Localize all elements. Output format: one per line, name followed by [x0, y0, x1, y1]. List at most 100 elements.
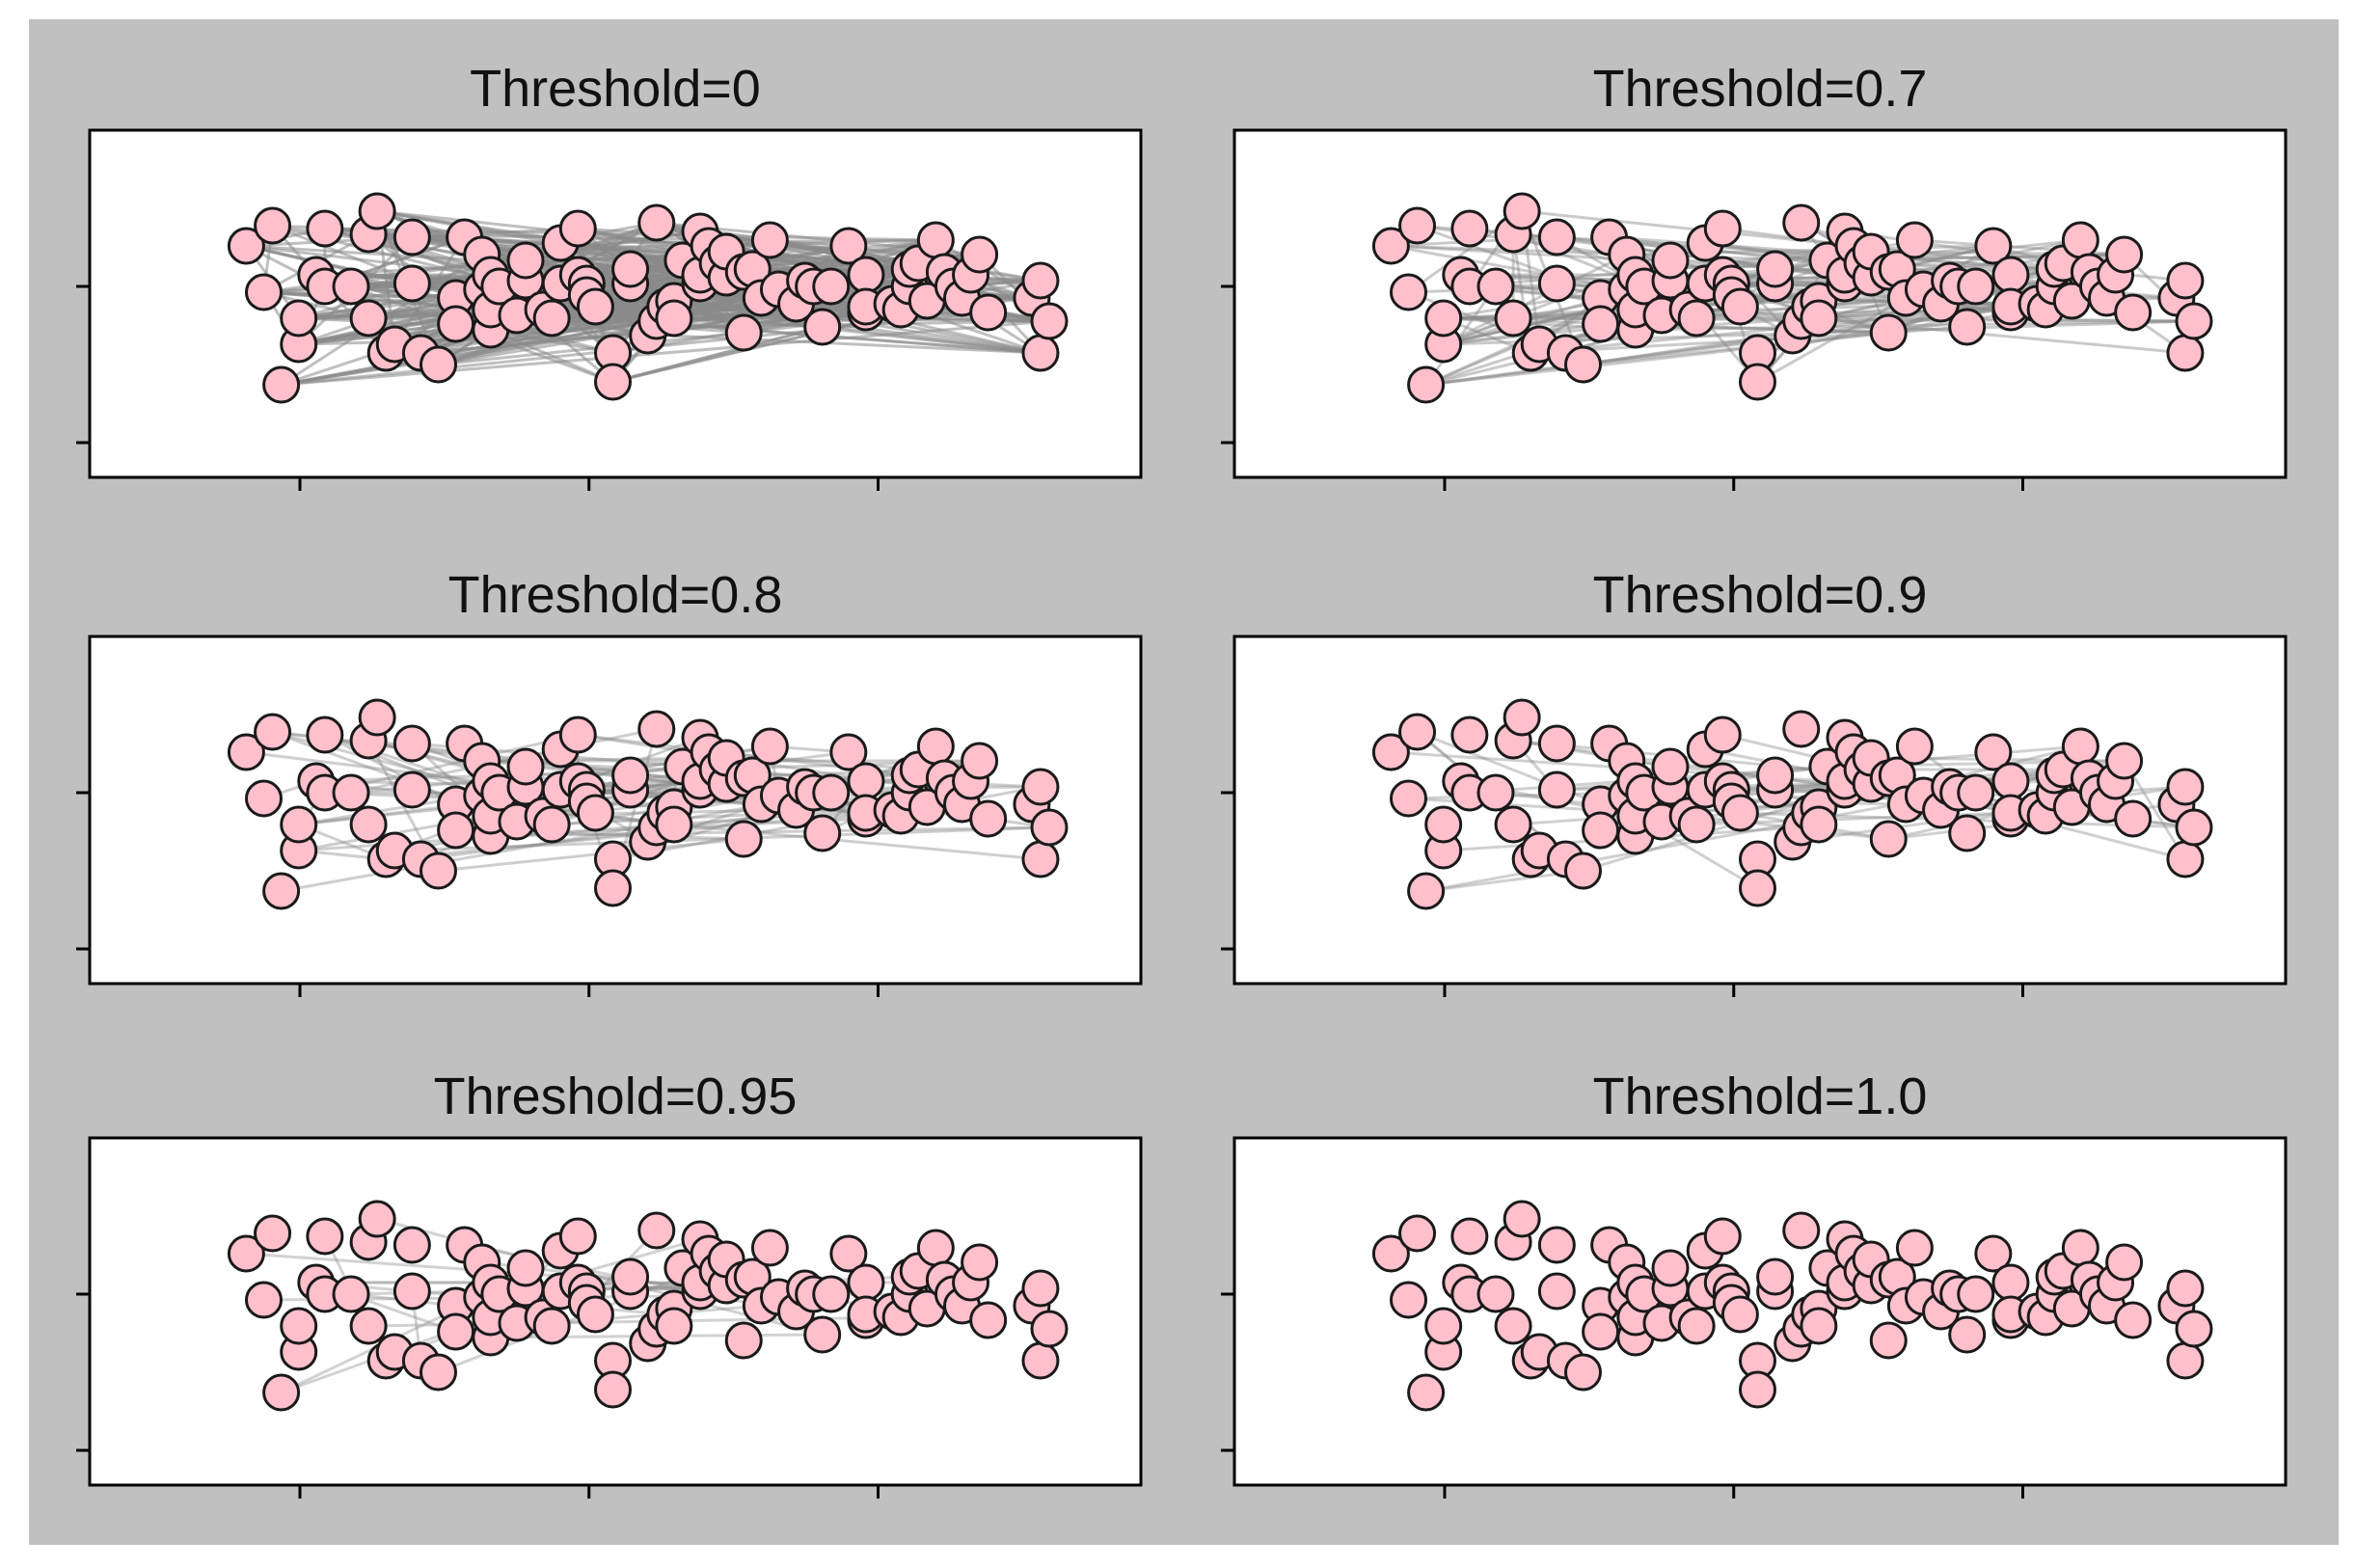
node	[306, 209, 344, 248]
panel-title: Threshold=0.8	[448, 566, 783, 624]
node	[1582, 305, 1620, 343]
node	[280, 299, 318, 338]
node	[847, 256, 885, 294]
node	[254, 206, 292, 245]
node	[393, 1272, 431, 1311]
edge	[1443, 253, 1628, 346]
edge	[324, 733, 457, 806]
node	[358, 698, 396, 737]
network-layer	[227, 698, 1069, 910]
node	[1869, 313, 1908, 352]
node	[306, 716, 344, 754]
node	[1494, 1307, 1532, 1345]
node	[961, 1243, 999, 1282]
node	[803, 1315, 842, 1354]
network-layer	[1371, 192, 2213, 404]
edge	[1424, 285, 1498, 386]
node	[637, 1211, 676, 1250]
node	[1537, 770, 1576, 809]
node	[393, 724, 431, 763]
node	[2166, 1269, 2205, 1308]
node	[1030, 302, 1069, 340]
node	[227, 227, 265, 265]
node	[1756, 1257, 1795, 1296]
panel-1: Threshold=0	[76, 60, 1143, 491]
node	[1450, 209, 1489, 248]
panel-2: Threshold=0.7	[1221, 60, 2288, 491]
panel-title: Threshold=0.95	[434, 1068, 798, 1125]
node	[1991, 256, 2030, 294]
node	[1651, 747, 1690, 786]
node	[724, 1321, 763, 1360]
panel-4: Threshold=0.9	[1221, 566, 2288, 997]
node	[961, 742, 999, 780]
panel-title: Threshold=1.0	[1593, 1068, 1928, 1125]
node	[1739, 869, 1776, 907]
node	[437, 811, 475, 850]
node	[1703, 1217, 1742, 1256]
node	[655, 805, 693, 844]
node	[1869, 820, 1908, 858]
node	[1494, 299, 1532, 338]
node	[1407, 1373, 1446, 1412]
node	[1398, 713, 1437, 751]
node	[2114, 799, 2153, 838]
node	[594, 869, 632, 907]
nodes	[227, 192, 1069, 404]
edge	[2123, 760, 2187, 860]
node	[1782, 203, 1821, 242]
network-layer	[1371, 1200, 2213, 1412]
node	[750, 1229, 789, 1267]
node	[1720, 1295, 1759, 1334]
node	[280, 1307, 318, 1345]
node	[961, 235, 999, 274]
node	[1974, 1234, 2013, 1273]
node	[1957, 1275, 1995, 1313]
node	[1476, 773, 1515, 812]
node	[1371, 1234, 1410, 1273]
node	[420, 852, 457, 890]
node	[1869, 1321, 1908, 1360]
node	[812, 1275, 851, 1313]
node	[2114, 1301, 2153, 1339]
node	[1782, 710, 1821, 748]
node	[1703, 716, 1742, 754]
node	[1677, 299, 1716, 338]
node	[393, 218, 431, 257]
node	[2105, 235, 2144, 274]
node	[1021, 1269, 1060, 1308]
edge	[281, 319, 658, 387]
node	[812, 773, 851, 812]
edge	[1391, 244, 1628, 291]
node	[558, 716, 597, 754]
edge	[438, 837, 745, 873]
node	[1021, 334, 1060, 372]
node	[245, 273, 283, 311]
nodes	[227, 698, 1069, 910]
node	[1398, 206, 1437, 245]
node	[655, 1307, 693, 1345]
node	[1677, 1307, 1716, 1345]
node	[829, 1234, 868, 1273]
edge	[490, 825, 1050, 838]
node	[245, 1281, 283, 1319]
node	[829, 227, 868, 265]
node	[1651, 1249, 1690, 1287]
node	[2175, 808, 2213, 847]
node	[254, 1214, 292, 1253]
node	[358, 1200, 396, 1238]
node	[1398, 1214, 1437, 1253]
panel-title: Threshold=0.9	[1593, 566, 1928, 624]
node	[1450, 1217, 1489, 1256]
node	[506, 1249, 545, 1287]
node	[1974, 227, 2013, 265]
node	[1739, 1370, 1776, 1409]
node	[2105, 742, 2144, 780]
edge	[1425, 331, 1889, 387]
panel-6: Threshold=1.0	[1221, 1068, 2288, 1499]
node	[393, 264, 431, 303]
node	[506, 747, 545, 786]
node	[1756, 250, 1795, 288]
node	[1564, 852, 1602, 890]
node	[393, 1226, 431, 1264]
